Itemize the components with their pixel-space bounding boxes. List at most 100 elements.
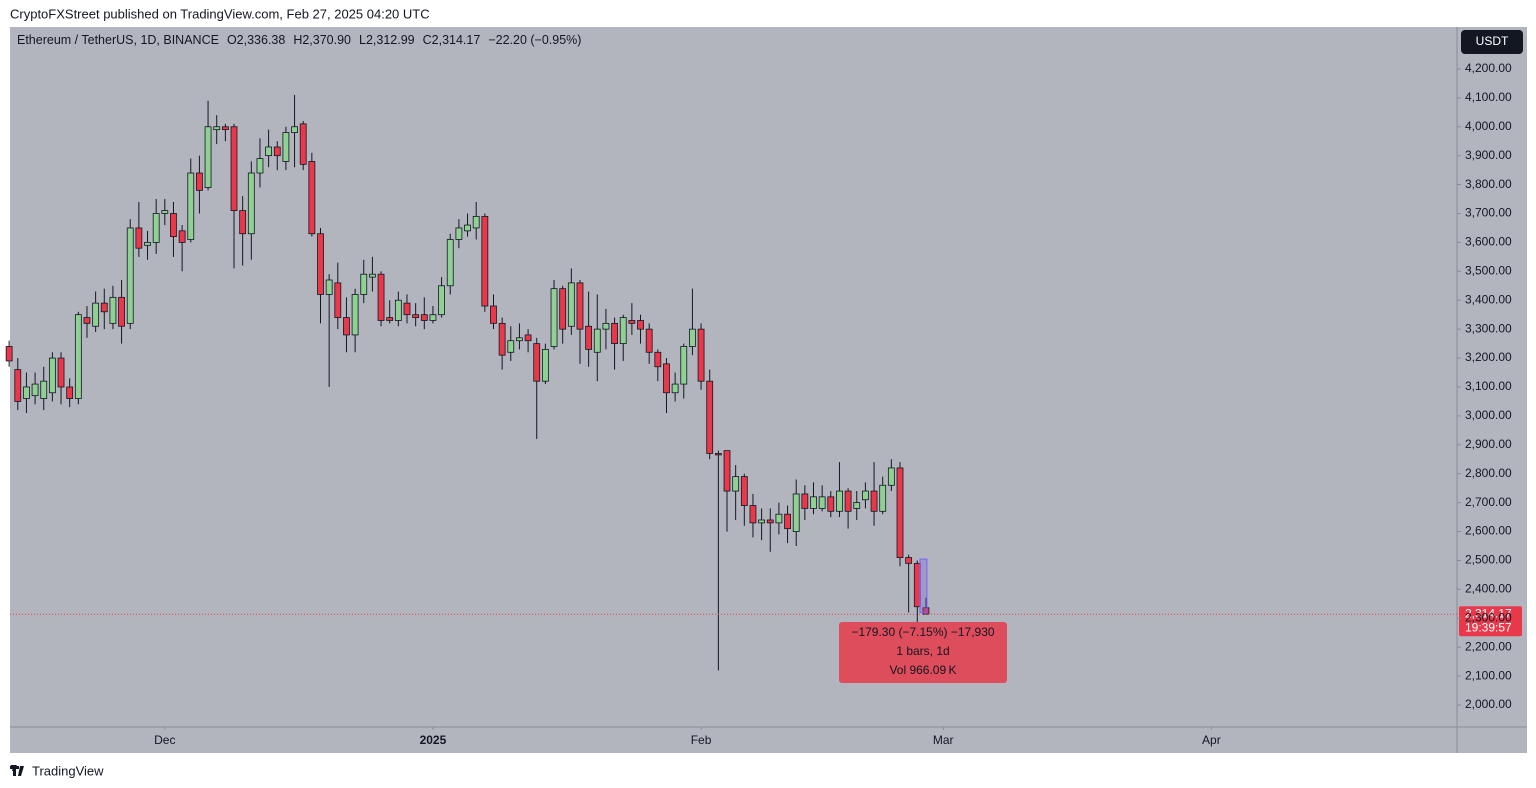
candle-body — [740, 476, 748, 506]
candle-body — [170, 213, 177, 238]
measure-volume: Vol 966.09 K — [889, 663, 956, 677]
candle-body — [377, 273, 385, 321]
candles — [5, 94, 930, 671]
y-tick-label: 2,900.00 — [1465, 437, 1512, 451]
candle-body — [637, 320, 644, 330]
legend: Ethereum / TetherUS, 1D, BINANCE O2,336.3… — [17, 33, 581, 47]
y-tick-label: 3,000.00 — [1465, 408, 1512, 422]
candle-body — [256, 158, 264, 174]
publish-header: CryptoFXStreet published on TradingView.… — [10, 6, 430, 21]
y-tick-label: 3,600.00 — [1465, 235, 1512, 249]
candle-body — [550, 288, 558, 347]
y-tick-label: 3,100.00 — [1465, 379, 1512, 393]
candle-body — [386, 317, 394, 321]
currency[interactable]: USDT — [1476, 34, 1509, 48]
y-tick-label: 4,100.00 — [1465, 90, 1512, 104]
candle-body — [887, 467, 895, 486]
y-tick-label: 2,000.00 — [1465, 697, 1512, 711]
candle-body — [48, 357, 56, 394]
measure-change: −179.30 (−7.15%) −17,930 — [851, 625, 994, 639]
x-tick-label: 2025 — [420, 733, 447, 747]
candle-body — [654, 351, 662, 368]
legend-low: L2,312.99 — [359, 33, 415, 47]
candle-body — [749, 505, 757, 524]
candle-body — [818, 496, 826, 509]
currency-badge[interactable] — [1461, 30, 1523, 54]
y-tick-label: 2,400.00 — [1465, 582, 1512, 596]
y-tick-label: 2,200.00 — [1465, 639, 1512, 653]
candle-body — [74, 314, 82, 399]
candle-body — [334, 282, 342, 318]
y-tick-label: 3,900.00 — [1465, 148, 1512, 162]
candle-body — [135, 227, 143, 249]
candle-body — [896, 467, 904, 558]
candle-body — [628, 320, 636, 324]
measure-range — [919, 558, 928, 614]
x-tick-label: Dec — [154, 733, 175, 747]
candle-body — [100, 302, 108, 313]
candle-body — [498, 322, 506, 356]
candle-body — [343, 317, 350, 336]
candle-body — [420, 314, 428, 321]
candle-body — [403, 302, 411, 316]
y-tick-label: 3,800.00 — [1465, 177, 1512, 191]
candle-body — [308, 161, 316, 235]
candle-body — [801, 493, 809, 509]
legend-high: H2,370.90 — [293, 33, 351, 47]
y-tick-label: 3,700.00 — [1465, 206, 1512, 220]
candle-body — [905, 557, 913, 564]
y-tick-label: 2,500.00 — [1465, 553, 1512, 567]
legend-symbol: Ethereum / TetherUS, 1D, BINANCE — [17, 33, 219, 47]
candle-body — [152, 213, 160, 243]
candle-body — [230, 126, 238, 212]
candle-body — [611, 322, 618, 345]
candle-body — [118, 296, 125, 327]
candle-body — [14, 369, 22, 402]
y-tick-label: 3,400.00 — [1465, 292, 1512, 306]
candle-body — [593, 328, 601, 353]
legend-close: C2,314.17 — [423, 33, 481, 47]
candle-body — [317, 233, 324, 295]
candle-body — [239, 210, 247, 235]
legend-open: O2,336.38 — [227, 33, 285, 47]
candle-body — [706, 380, 714, 454]
candle-body — [196, 172, 203, 191]
candle-body — [412, 314, 420, 318]
plot-area — [10, 27, 1457, 727]
candle-body — [161, 210, 169, 214]
candle-body — [83, 317, 91, 324]
candle-body — [697, 328, 705, 382]
y-tick-label: 2,600.00 — [1465, 524, 1512, 538]
candle-body — [23, 386, 30, 399]
last-price-label: 2,314.17 — [1465, 606, 1512, 620]
candle-body — [40, 380, 48, 399]
candle-body — [221, 126, 229, 131]
y-tick-label: 2,800.00 — [1465, 466, 1512, 480]
candle-body — [446, 239, 454, 287]
candle-body — [109, 296, 117, 324]
candle-body — [178, 230, 186, 243]
candle-body — [351, 294, 359, 336]
legend-change: −22.20 (−0.95%) — [488, 33, 581, 47]
candle-body — [723, 450, 731, 492]
candle-body — [282, 132, 290, 162]
candle-body — [265, 146, 273, 157]
candle-body — [66, 386, 74, 399]
candle-body — [455, 227, 463, 240]
candle-body — [792, 493, 800, 532]
x-tick-label: Apr — [1202, 733, 1221, 747]
candle-body — [213, 126, 221, 131]
candle-body — [533, 343, 541, 382]
candle-body — [524, 334, 532, 342]
candle-body — [5, 346, 13, 362]
candle-body — [507, 340, 515, 353]
candle-body — [273, 146, 281, 157]
measure-bars: 1 bars, 1d — [896, 644, 949, 658]
candle-body — [827, 496, 835, 512]
x-tick-label: Mar — [933, 733, 954, 747]
candle-body — [559, 288, 567, 330]
candle-body — [31, 383, 39, 397]
candle-body — [714, 453, 722, 456]
candle-body — [810, 496, 817, 509]
